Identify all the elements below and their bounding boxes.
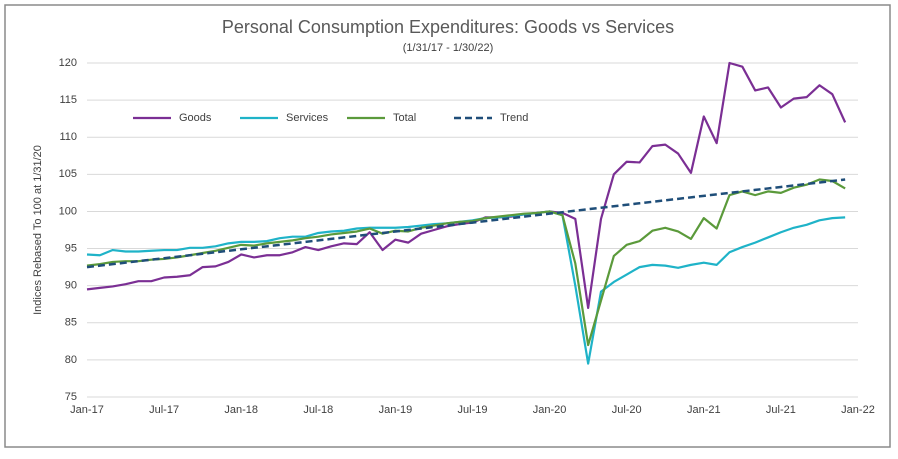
x-tick-label: Jan-21 <box>687 404 721 416</box>
y-tick-label: 120 <box>59 57 77 69</box>
legend-label: Trend <box>500 112 528 124</box>
legend-label: Goods <box>179 112 212 124</box>
y-tick-label: 85 <box>65 317 77 329</box>
x-tick-label: Jul-17 <box>149 404 179 416</box>
y-tick-label: 110 <box>59 131 77 143</box>
x-tick-label: Jul-19 <box>458 404 488 416</box>
y-tick-label: 100 <box>59 205 77 217</box>
y-axis-label: Indices Rebased To 100 at 1/31/20 <box>32 145 44 315</box>
x-tick-label: Jul-21 <box>766 404 796 416</box>
y-tick-label: 75 <box>65 391 77 403</box>
series-line <box>86 61 847 310</box>
x-tick-label: Jan-22 <box>841 404 875 416</box>
legend-label: Total <box>393 112 416 124</box>
series-line <box>86 178 846 347</box>
x-tick-label: Jul-18 <box>303 404 333 416</box>
chart-subtitle: (1/31/17 - 1/30/22) <box>403 42 494 54</box>
x-tick-label: Jan-20 <box>533 404 567 416</box>
y-tick-label: 95 <box>65 242 77 254</box>
x-tick-label: Jan-17 <box>70 404 104 416</box>
x-tick-label: Jul-20 <box>612 404 642 416</box>
x-tick-label: Jan-18 <box>224 404 258 416</box>
y-tick-label: 90 <box>65 280 77 292</box>
legend-label: Services <box>286 112 329 124</box>
y-tick-label: 105 <box>59 168 77 180</box>
x-tick-label: Jan-19 <box>379 404 413 416</box>
chart-title: Personal Consumption Expenditures: Goods… <box>222 17 674 37</box>
y-tick-label: 115 <box>59 94 77 106</box>
y-tick-label: 80 <box>65 354 77 366</box>
series-line <box>86 178 846 269</box>
